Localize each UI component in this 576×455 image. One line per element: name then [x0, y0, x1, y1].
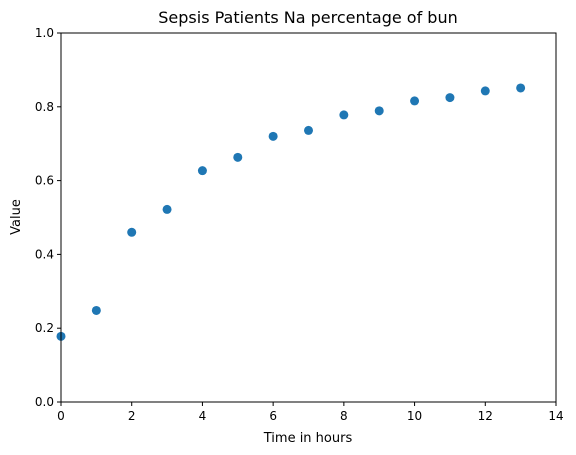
chart-title: Sepsis Patients Na percentage of bun	[158, 8, 457, 27]
y-tick-label: 0.4	[35, 247, 54, 261]
data-point	[410, 96, 420, 106]
data-point	[374, 106, 384, 116]
y-tick-label: 1.0	[35, 26, 54, 40]
y-tick-label: 0.2	[35, 321, 54, 335]
y-tick-label: 0.0	[35, 395, 54, 409]
data-points	[56, 83, 526, 341]
x-tick-label: 0	[57, 409, 65, 423]
x-tick-label: 12	[478, 409, 493, 423]
x-tick-label: 8	[340, 409, 348, 423]
x-tick-label: 10	[407, 409, 422, 423]
plot-frame	[60, 32, 557, 403]
data-point	[91, 305, 101, 315]
data-point	[268, 131, 278, 141]
data-point	[127, 227, 137, 237]
data-point	[162, 204, 172, 214]
y-axis: 0.0 0.2 0.4 0.6 0.8 1.0	[35, 26, 61, 409]
data-point	[339, 110, 349, 120]
x-tick-label: 6	[269, 409, 277, 423]
data-point	[233, 152, 243, 162]
data-point	[480, 86, 490, 96]
y-tick-label: 0.6	[35, 174, 54, 188]
data-point	[516, 83, 526, 93]
data-point	[445, 93, 455, 103]
x-axis: 0 2 4 6 8 10 12 14	[57, 402, 564, 423]
x-tick-label: 2	[128, 409, 136, 423]
x-tick-label: 14	[548, 409, 563, 423]
y-axis-title: Value	[9, 199, 24, 235]
y-tick-label: 0.8	[35, 100, 54, 114]
data-point	[197, 166, 207, 176]
data-point	[304, 125, 313, 135]
x-tick-label: 4	[199, 409, 207, 423]
x-axis-title: Time in hours	[263, 431, 353, 446]
